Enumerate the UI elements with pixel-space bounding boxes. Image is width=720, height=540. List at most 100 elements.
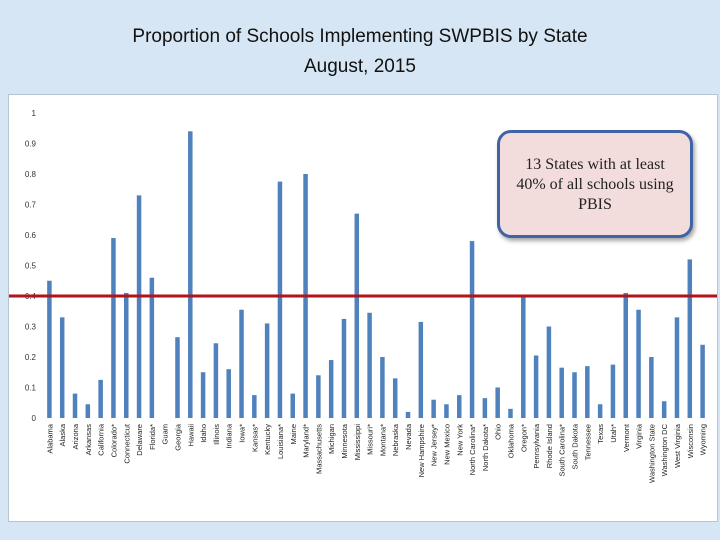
- slide-title: Proportion of Schools Implementing SWPBI…: [0, 22, 720, 82]
- bar: [72, 393, 78, 418]
- x-tick-label: Florida*: [148, 424, 157, 450]
- bar: [85, 404, 91, 418]
- bar: [559, 367, 564, 418]
- title-line-1: Proportion of Schools Implementing SWPBI…: [132, 26, 588, 47]
- y-tick-label: 1: [32, 109, 37, 118]
- x-tick-label: Wisconsin: [686, 424, 695, 458]
- y-tick-label: 0.2: [25, 353, 37, 362]
- x-tick-label: Vermont: [622, 423, 631, 452]
- x-tick-label: North Carolina*: [468, 424, 477, 475]
- bar: [252, 395, 257, 418]
- x-tick-label: Rhode Island: [545, 424, 554, 468]
- bar: [546, 326, 552, 418]
- x-tick-label: Connecticut: [122, 423, 131, 464]
- x-tick-label: Indiana: [225, 423, 234, 448]
- x-tick-label: Idaho: [199, 424, 208, 443]
- bar: [585, 366, 590, 418]
- bar: [444, 404, 449, 418]
- bar: [264, 323, 270, 418]
- bar: [674, 317, 680, 418]
- bar: [188, 131, 193, 419]
- x-tick-label: Arizona: [71, 423, 80, 449]
- bar: [277, 181, 283, 418]
- bar: [290, 393, 295, 418]
- bar: [495, 387, 500, 418]
- bar: [533, 355, 539, 418]
- bar: [367, 312, 372, 418]
- x-tick-label: Michigan: [327, 424, 336, 454]
- x-tick-label: Minnesota: [340, 423, 349, 458]
- x-tick-label: Maine: [289, 424, 298, 444]
- x-tick-label: Pennsylvania: [532, 423, 541, 468]
- bar: [457, 395, 462, 418]
- x-tick-label: Kansas*: [250, 424, 259, 452]
- bar: [175, 337, 180, 418]
- x-tick-label: Delaware: [135, 424, 144, 456]
- bar: [341, 318, 347, 418]
- bar: [649, 357, 654, 418]
- x-tick-label: North Dakota*: [481, 424, 490, 471]
- x-tick-label: Missouri*: [366, 424, 375, 455]
- x-tick-label: Georgia: [173, 423, 182, 451]
- bar: [636, 309, 641, 418]
- x-tick-label: Alabama: [45, 423, 54, 453]
- x-tick-label: Illinois: [212, 424, 221, 445]
- bar: [687, 259, 693, 418]
- y-tick-label: 0.6: [25, 231, 37, 240]
- x-tick-label: Washington State: [647, 424, 656, 483]
- callout-text: 13 States with at least 40% of all schoo…: [516, 156, 674, 213]
- x-tick-label: Montana*: [378, 424, 387, 456]
- x-tick-label: Oregon*: [519, 424, 528, 452]
- x-tick-label: New Jersey*: [430, 424, 439, 466]
- bar: [47, 280, 52, 418]
- x-tick-label: New York: [455, 424, 464, 456]
- x-tick-label: Texas: [596, 424, 605, 444]
- callout-box: 13 States with at least 40% of all schoo…: [497, 130, 693, 238]
- x-tick-label: Virginia: [635, 423, 644, 449]
- x-tick-label: West Virginia: [673, 423, 682, 468]
- y-tick-label: 0.9: [25, 140, 37, 149]
- y-tick-label: 0.8: [25, 170, 37, 179]
- bar: [482, 398, 488, 418]
- bar: [354, 213, 360, 418]
- x-tick-label: Hawaii: [186, 424, 195, 447]
- bar: [661, 401, 667, 418]
- x-tick-label: Nebraska: [391, 423, 400, 456]
- x-tick-label: South Carolina*: [558, 424, 567, 477]
- x-tick-label: Nevada: [404, 423, 413, 450]
- bar: [700, 344, 705, 418]
- bar: [59, 317, 65, 418]
- bar: [136, 195, 142, 418]
- x-tick-label: Oklahoma: [506, 423, 515, 458]
- x-tick-label: Alaska: [58, 423, 67, 446]
- x-tick-label: Wyoming: [699, 424, 708, 455]
- bar: [521, 296, 526, 418]
- bar: [508, 408, 513, 418]
- x-tick-label: Maryland*: [302, 424, 311, 458]
- bar: [380, 357, 385, 418]
- bar: [111, 238, 116, 418]
- bar: [239, 309, 244, 418]
- bar: [623, 292, 628, 418]
- x-tick-label: Guam: [161, 424, 170, 444]
- bar: [149, 277, 155, 418]
- x-tick-label: Mississippi: [353, 424, 362, 461]
- bar: [124, 292, 129, 418]
- y-tick-label: 0.5: [25, 262, 37, 271]
- bar: [328, 360, 334, 418]
- y-tick-label: 0.3: [25, 323, 37, 332]
- x-tick-label: Colorado*: [109, 424, 118, 457]
- x-tick-label: Ohio: [494, 424, 503, 440]
- bar: [316, 375, 321, 418]
- x-tick-label: Utah*: [609, 424, 618, 443]
- x-tick-label: Louisiana*: [276, 424, 285, 459]
- y-tick-label: 0.7: [25, 201, 37, 210]
- y-tick-label: 0.1: [25, 384, 37, 393]
- bar: [200, 372, 206, 418]
- x-tick-label: South Dakota: [571, 423, 580, 469]
- x-tick-label: Iowa*: [238, 424, 247, 443]
- y-tick-label: 0: [32, 414, 37, 423]
- x-tick-label: New Mexico: [442, 424, 451, 465]
- bar: [405, 411, 411, 418]
- bar: [98, 379, 103, 418]
